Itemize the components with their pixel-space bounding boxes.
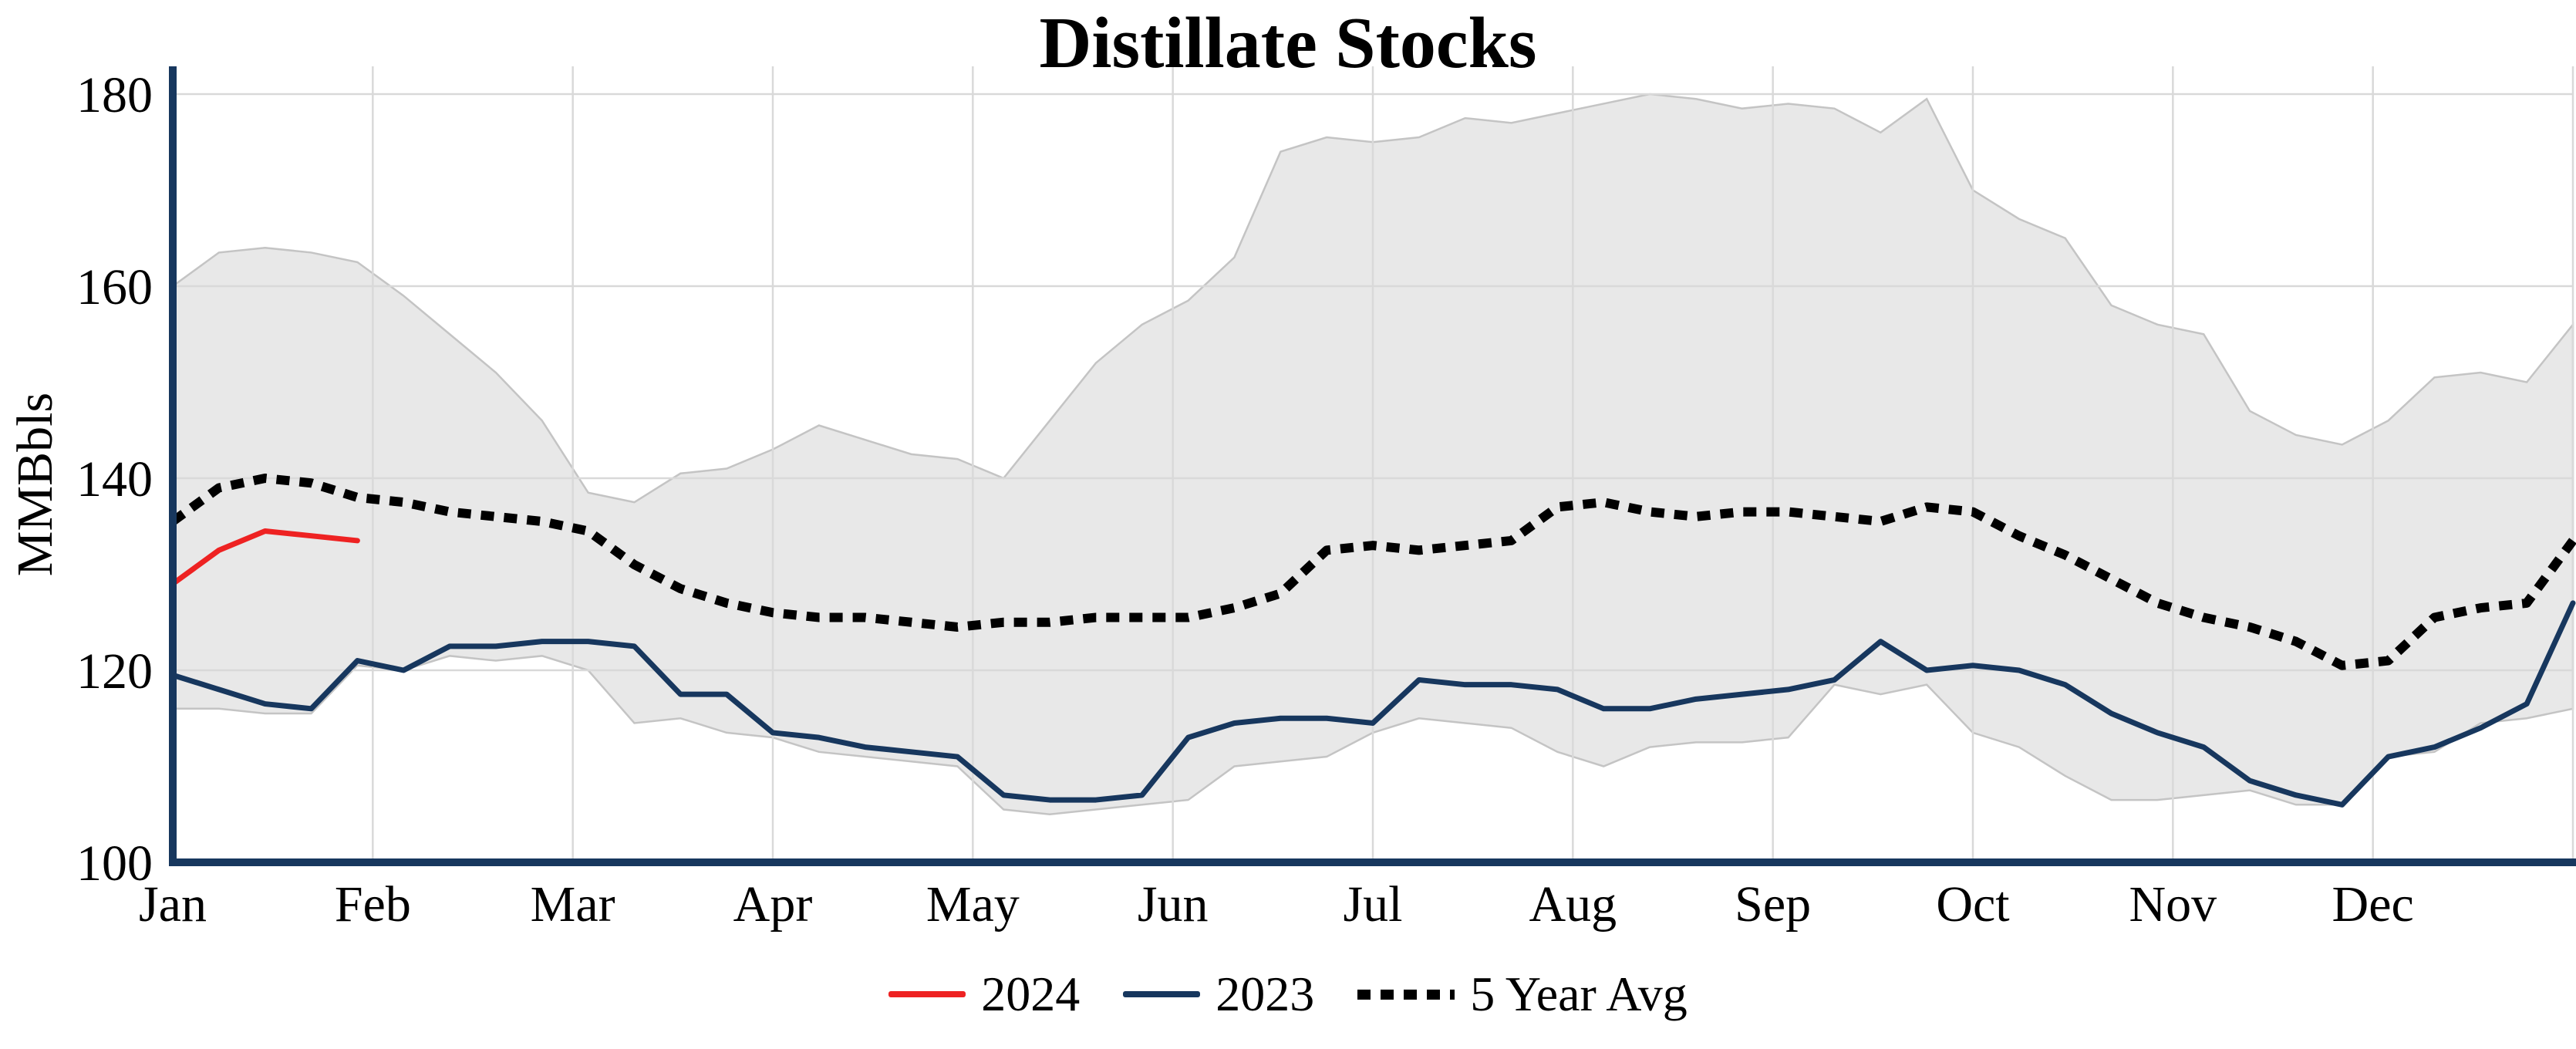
y-tick-label: 160 — [76, 259, 153, 315]
month-label: Apr — [733, 876, 813, 933]
y-tick-label: 100 — [76, 835, 153, 892]
chart-legend: 2024 2023 5 Year Avg — [0, 966, 2576, 1023]
legend-label-5yr-avg: 5 Year Avg — [1470, 966, 1688, 1021]
month-label: Aug — [1529, 876, 1617, 933]
y-tick-label: 140 — [76, 451, 153, 508]
month-label: Oct — [1936, 876, 2009, 933]
legend-label-2024: 2024 — [981, 966, 1081, 1021]
month-label: Nov — [2129, 876, 2217, 933]
line-2023 — [170, 600, 2576, 808]
y-tick-label: 180 — [76, 67, 153, 123]
chart-title: Distillate Stocks — [1039, 3, 1537, 83]
y-axis-label: MMBbls — [7, 392, 63, 577]
month-label: Jun — [1138, 876, 1209, 933]
legend-swatch-2023 — [1123, 991, 1201, 997]
month-label: Dec — [2332, 876, 2414, 933]
month-label: May — [926, 876, 1020, 933]
five-year-avg-line — [170, 474, 2576, 670]
month-label: Jul — [1343, 876, 1402, 933]
legend-item-2023: 2023 — [1123, 966, 1314, 1023]
legend-swatch-5yr-avg — [1357, 989, 1455, 1000]
month-label: Sep — [1735, 876, 1811, 933]
legend-swatch-2024 — [888, 991, 966, 997]
month-label: Feb — [335, 876, 411, 933]
month-label: Jan — [139, 876, 207, 933]
y-tick-label: 120 — [76, 643, 153, 700]
line-2024 — [170, 528, 360, 587]
legend-label-2023: 2023 — [1216, 966, 1315, 1021]
legend-item-5yr-avg: 5 Year Avg — [1357, 966, 1688, 1023]
legend-item-2024: 2024 — [888, 966, 1080, 1023]
month-label: Mar — [531, 876, 615, 933]
